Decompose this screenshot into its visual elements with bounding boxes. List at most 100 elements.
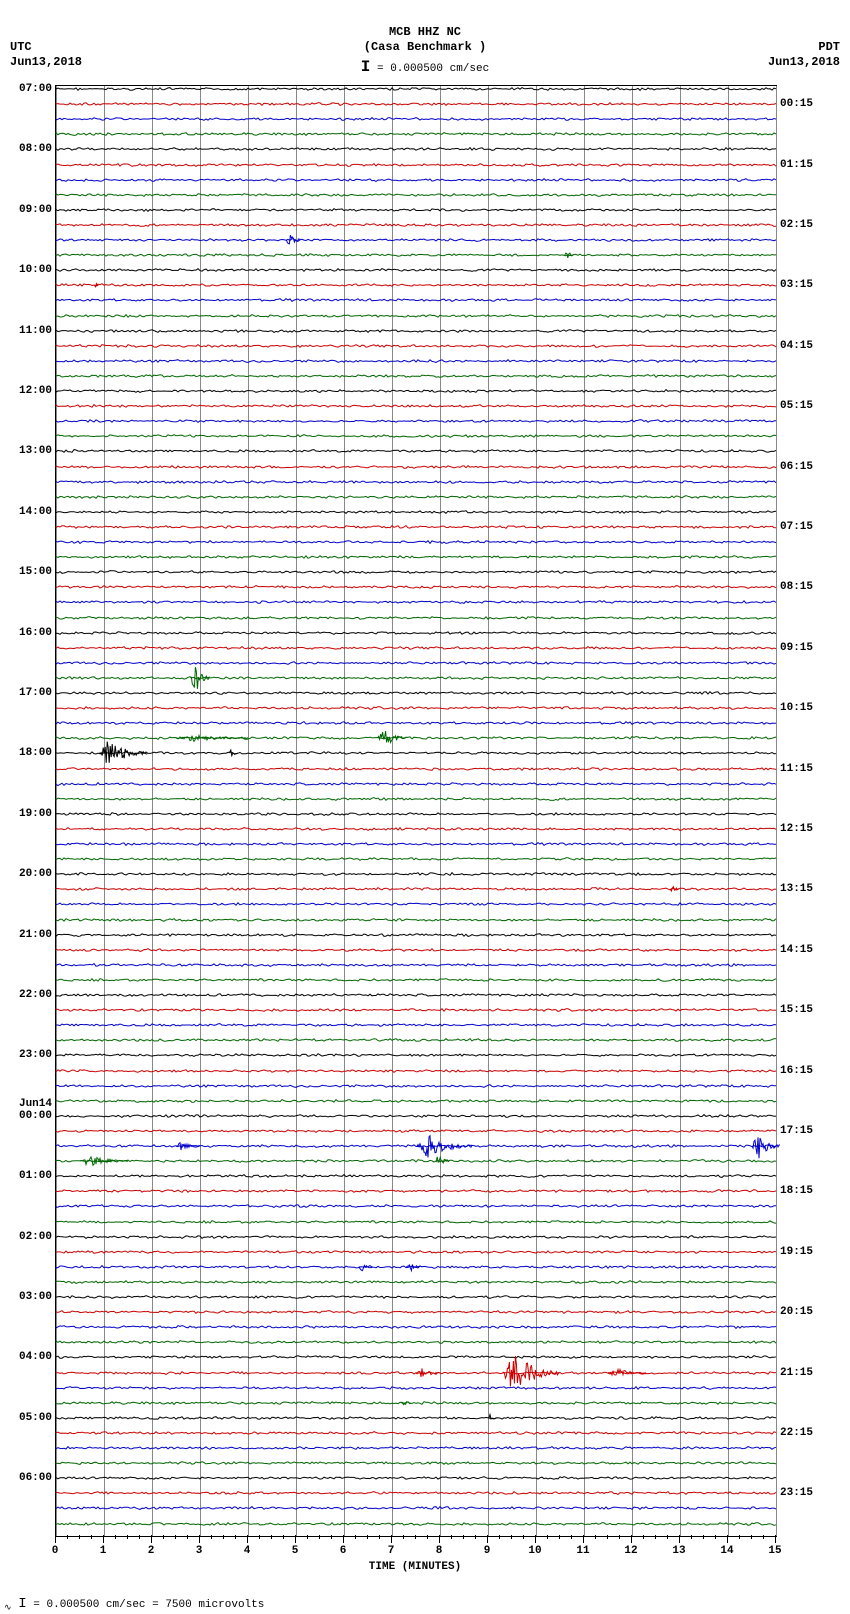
- local-time-label: 14:15: [780, 944, 813, 956]
- local-time-label: 00:15: [780, 98, 813, 110]
- x-tick-label: 10: [528, 1545, 541, 1557]
- x-tick: [487, 1535, 488, 1543]
- x-tick-minor: [475, 1535, 476, 1539]
- utc-time-label: 02:00: [19, 1231, 52, 1243]
- x-tick-minor: [283, 1535, 284, 1539]
- x-tick-minor: [427, 1535, 428, 1539]
- x-tick: [343, 1535, 344, 1543]
- x-tick-minor: [271, 1535, 272, 1539]
- utc-time-label: 00:00: [19, 1110, 52, 1122]
- x-tick-minor: [403, 1535, 404, 1539]
- local-time-label: 21:15: [780, 1367, 813, 1379]
- x-axis: TIME (MINUTES) 0123456789101112131415: [55, 1535, 775, 1575]
- utc-time-label: 14:00: [19, 506, 52, 518]
- x-tick: [55, 1535, 56, 1543]
- x-tick-minor: [367, 1535, 368, 1539]
- x-tick-label: 15: [768, 1545, 781, 1557]
- local-time-label: 07:15: [780, 521, 813, 533]
- utc-time-label: 10:00: [19, 264, 52, 276]
- utc-time-label: 15:00: [19, 566, 52, 578]
- timezone-right-label: PDT: [818, 40, 840, 54]
- x-tick-minor: [595, 1535, 596, 1539]
- x-tick-label: 4: [244, 1545, 251, 1557]
- x-tick-minor: [163, 1535, 164, 1539]
- x-tick: [199, 1535, 200, 1543]
- x-tick: [631, 1535, 632, 1543]
- utc-time-label: 01:00: [19, 1170, 52, 1182]
- local-time-label: 13:15: [780, 883, 813, 895]
- x-tick-minor: [559, 1535, 560, 1539]
- local-time-label: 19:15: [780, 1246, 813, 1258]
- seismogram-container: MCB HHZ NC (Casa Benchmark ) I = 0.00050…: [0, 0, 850, 1613]
- x-axis-title: TIME (MINUTES): [55, 1561, 775, 1573]
- local-time-label: 12:15: [780, 823, 813, 835]
- x-tick-minor: [187, 1535, 188, 1539]
- utc-time-label: 23:00: [19, 1049, 52, 1061]
- timezone-left-label: UTC: [10, 40, 32, 54]
- x-tick-minor: [67, 1535, 68, 1539]
- x-tick-minor: [211, 1535, 212, 1539]
- local-time-label: 11:15: [780, 763, 813, 775]
- x-tick-label: 5: [292, 1545, 299, 1557]
- x-tick-minor: [235, 1535, 236, 1539]
- x-tick-minor: [463, 1535, 464, 1539]
- x-tick-minor: [511, 1535, 512, 1539]
- x-tick-label: 12: [624, 1545, 637, 1557]
- x-tick-label: 3: [196, 1545, 203, 1557]
- x-tick: [679, 1535, 680, 1543]
- utc-time-label: 20:00: [19, 868, 52, 880]
- x-tick: [583, 1535, 584, 1543]
- x-tick: [439, 1535, 440, 1543]
- x-tick-minor: [667, 1535, 668, 1539]
- date-left-label: Jun13,2018: [10, 55, 82, 69]
- x-tick-label: 7: [388, 1545, 395, 1557]
- x-tick-minor: [355, 1535, 356, 1539]
- x-tick-minor: [115, 1535, 116, 1539]
- local-time-label: 06:15: [780, 461, 813, 473]
- local-time-label: 10:15: [780, 702, 813, 714]
- utc-time-label: 16:00: [19, 627, 52, 639]
- station-subtitle: (Casa Benchmark ): [0, 40, 850, 54]
- utc-time-label: 18:00: [19, 747, 52, 759]
- local-time-label: 01:15: [780, 159, 813, 171]
- x-tick-minor: [175, 1535, 176, 1539]
- footer-scale: ∿ I = 0.000500 cm/sec = 7500 microvolts: [4, 1596, 264, 1613]
- x-tick-label: 9: [484, 1545, 491, 1557]
- utc-time-label: 17:00: [19, 687, 52, 699]
- x-tick-minor: [607, 1535, 608, 1539]
- x-tick-minor: [691, 1535, 692, 1539]
- x-tick-minor: [379, 1535, 380, 1539]
- x-tick-minor: [259, 1535, 260, 1539]
- local-time-label: 15:15: [780, 1004, 813, 1016]
- x-tick: [151, 1535, 152, 1543]
- utc-time-label: 11:00: [19, 325, 52, 337]
- x-tick-minor: [499, 1535, 500, 1539]
- x-tick-minor: [127, 1535, 128, 1539]
- x-tick-minor: [547, 1535, 548, 1539]
- x-tick-minor: [655, 1535, 656, 1539]
- x-tick-label: 6: [340, 1545, 347, 1557]
- utc-time-label: 04:00: [19, 1351, 52, 1363]
- grid-line-v: [776, 86, 777, 1536]
- x-tick-minor: [751, 1535, 752, 1539]
- local-time-label: 05:15: [780, 400, 813, 412]
- x-tick-minor: [223, 1535, 224, 1539]
- local-time-label: 08:15: [780, 581, 813, 593]
- x-tick-minor: [763, 1535, 764, 1539]
- utc-time-label: 05:00: [19, 1412, 52, 1424]
- x-tick: [295, 1535, 296, 1543]
- x-tick-minor: [643, 1535, 644, 1539]
- x-tick: [103, 1535, 104, 1543]
- x-tick-minor: [523, 1535, 524, 1539]
- local-time-label: 17:15: [780, 1125, 813, 1137]
- x-tick-minor: [79, 1535, 80, 1539]
- local-time-label: 04:15: [780, 340, 813, 352]
- x-tick-minor: [91, 1535, 92, 1539]
- x-tick-label: 13: [672, 1545, 685, 1557]
- local-time-label: 20:15: [780, 1306, 813, 1318]
- utc-time-label: 09:00: [19, 204, 52, 216]
- x-tick: [391, 1535, 392, 1543]
- utc-time-label: 03:00: [19, 1291, 52, 1303]
- x-tick-minor: [715, 1535, 716, 1539]
- utc-time-label: 21:00: [19, 929, 52, 941]
